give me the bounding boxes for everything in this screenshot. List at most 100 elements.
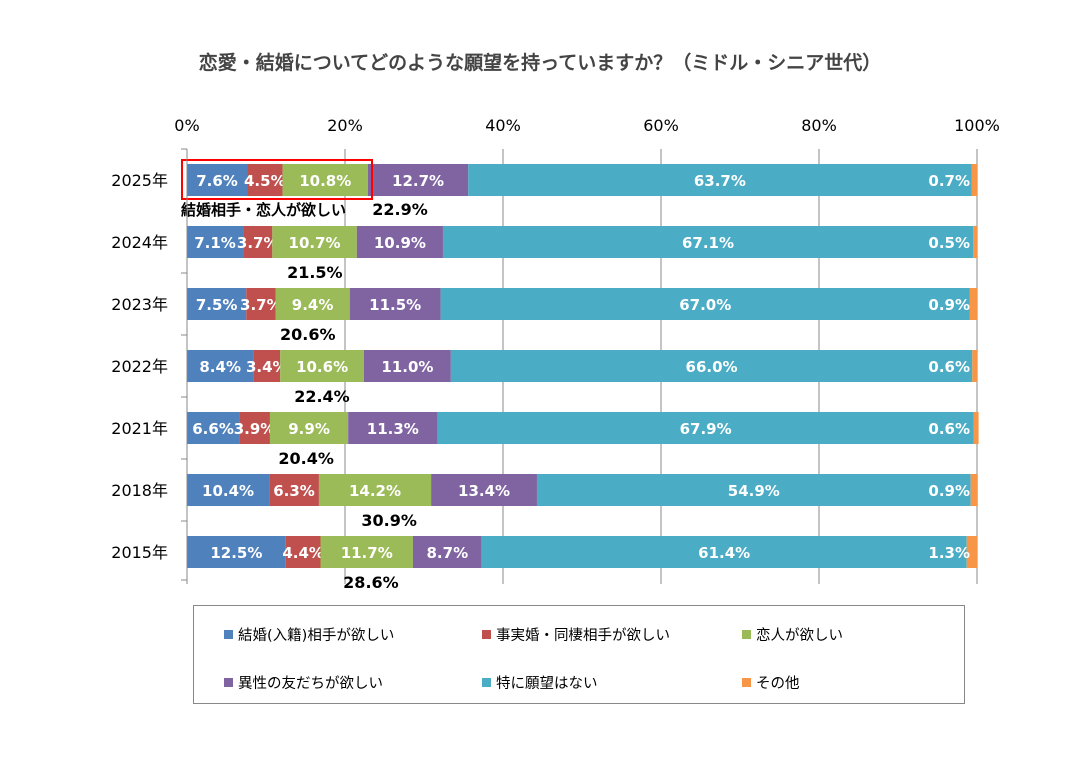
data-label: 54.9% <box>728 482 780 500</box>
legend-item: その他 <box>742 672 800 693</box>
legend-swatch <box>224 630 233 639</box>
data-label: 9.4% <box>292 296 334 314</box>
data-label: 8.7% <box>427 544 469 562</box>
bar-segment <box>348 412 438 444</box>
data-label: 12.7% <box>392 172 444 190</box>
data-label: 66.0% <box>686 358 738 376</box>
x-tick-label: 0% <box>174 116 199 135</box>
category-label: 2018年 <box>111 481 168 500</box>
data-label: 11.3% <box>367 420 419 438</box>
category-label: 2021年 <box>111 419 168 438</box>
bar-segment <box>536 474 971 506</box>
category-label: 2015年 <box>111 543 168 562</box>
bar-segment <box>269 412 349 444</box>
legend-label: 事実婚・同棲相手が欲しい <box>496 628 670 644</box>
bar-segment <box>282 164 368 196</box>
bar-segment <box>969 288 977 320</box>
data-label: 6.6% <box>192 420 234 438</box>
data-label: 11.0% <box>381 358 433 376</box>
highlight-box <box>181 159 373 200</box>
total-label: 22.4% <box>294 387 350 406</box>
data-label: 4.5% <box>244 172 286 190</box>
legend-label: その他 <box>756 676 800 692</box>
data-label: 0.7% <box>928 172 970 190</box>
bar-segment <box>442 226 974 258</box>
data-label: 67.0% <box>679 296 731 314</box>
data-label: 3.7% <box>237 234 279 252</box>
x-tick-label: 20% <box>327 116 363 135</box>
total-label: 20.6% <box>280 325 336 344</box>
data-label: 0.6% <box>928 420 970 438</box>
data-label: 7.6% <box>196 172 238 190</box>
bar-segment <box>349 288 441 320</box>
category-label: 2022年 <box>111 357 168 376</box>
data-label: 13.4% <box>458 482 510 500</box>
bar-segment <box>367 164 469 196</box>
bar-segment <box>187 164 248 196</box>
data-label: 3.7% <box>240 296 282 314</box>
bar-segment <box>187 474 270 506</box>
data-label: 0.5% <box>928 234 970 252</box>
legend-label: 結婚(入籍)相手が欲しい <box>238 628 395 644</box>
x-tick-label: 40% <box>485 116 521 135</box>
data-label: 11.7% <box>341 544 393 562</box>
data-label: 12.5% <box>210 544 262 562</box>
legend: 結婚(入籍)相手が欲しい 事実婚・同棲相手が欲しい 恋人が欲しい異性の友だちが欲しい… <box>193 605 965 704</box>
legend-item: 結婚(入籍)相手が欲しい <box>224 624 394 645</box>
legend-swatch <box>742 630 751 639</box>
x-tick-label: 60% <box>643 116 679 135</box>
data-label: 9.9% <box>288 420 330 438</box>
data-label: 0.9% <box>928 296 970 314</box>
bar-segment <box>971 164 977 196</box>
bar-segment <box>481 536 967 568</box>
data-label: 10.9% <box>374 234 426 252</box>
x-tick-label: 100% <box>954 116 1000 135</box>
bar-segment <box>187 350 254 382</box>
data-label: 63.7% <box>694 172 746 190</box>
legend-item: 事実婚・同棲相手が欲しい <box>482 624 670 645</box>
total-label: 20.4% <box>278 449 334 468</box>
data-label: 4.4% <box>282 544 324 562</box>
legend-item: 特に願望はない <box>482 672 598 693</box>
legend-label: 特に願望はない <box>496 676 598 692</box>
total-label: 28.6% <box>343 573 399 592</box>
annotation-label: 結婚相手・恋人が欲しい <box>181 201 346 219</box>
bar-segment <box>246 288 276 320</box>
data-label: 8.4% <box>199 358 241 376</box>
category-label: 2025年 <box>111 171 168 190</box>
x-tick-label: 80% <box>801 116 837 135</box>
bar-segment <box>187 226 244 258</box>
category-label: 2024年 <box>111 233 168 252</box>
legend-label: 恋人が欲しい <box>756 628 843 644</box>
data-label: 0.6% <box>928 358 970 376</box>
bar-segment <box>431 474 537 506</box>
bar-segment <box>247 164 283 196</box>
bar-segment <box>973 226 977 258</box>
bar-segment <box>450 350 973 382</box>
total-label: 30.9% <box>361 511 417 530</box>
total-label: 21.5% <box>287 263 343 282</box>
bar-segment <box>187 288 247 320</box>
bar-segment <box>972 350 977 382</box>
bar-segment <box>320 536 413 568</box>
bar-segment <box>269 474 319 506</box>
bar-segment <box>356 226 443 258</box>
category-label: 2023年 <box>111 295 168 314</box>
legend-item: 異性の友だちが欲しい <box>224 672 383 693</box>
data-label: 3.4% <box>246 358 288 376</box>
bar-segment <box>280 350 364 382</box>
data-label: 67.9% <box>680 420 732 438</box>
bar-segment <box>239 412 270 444</box>
data-label: 61.4% <box>698 544 750 562</box>
bar-segment <box>412 536 482 568</box>
data-label: 10.4% <box>202 482 254 500</box>
bar-segment <box>275 288 350 320</box>
bar-segment <box>440 288 970 320</box>
data-label: 10.8% <box>299 172 351 190</box>
data-label: 67.1% <box>682 234 734 252</box>
data-label: 3.9% <box>234 420 276 438</box>
bar-segment <box>970 474 978 506</box>
bar-segment <box>973 412 979 444</box>
bar-segment <box>966 536 977 568</box>
